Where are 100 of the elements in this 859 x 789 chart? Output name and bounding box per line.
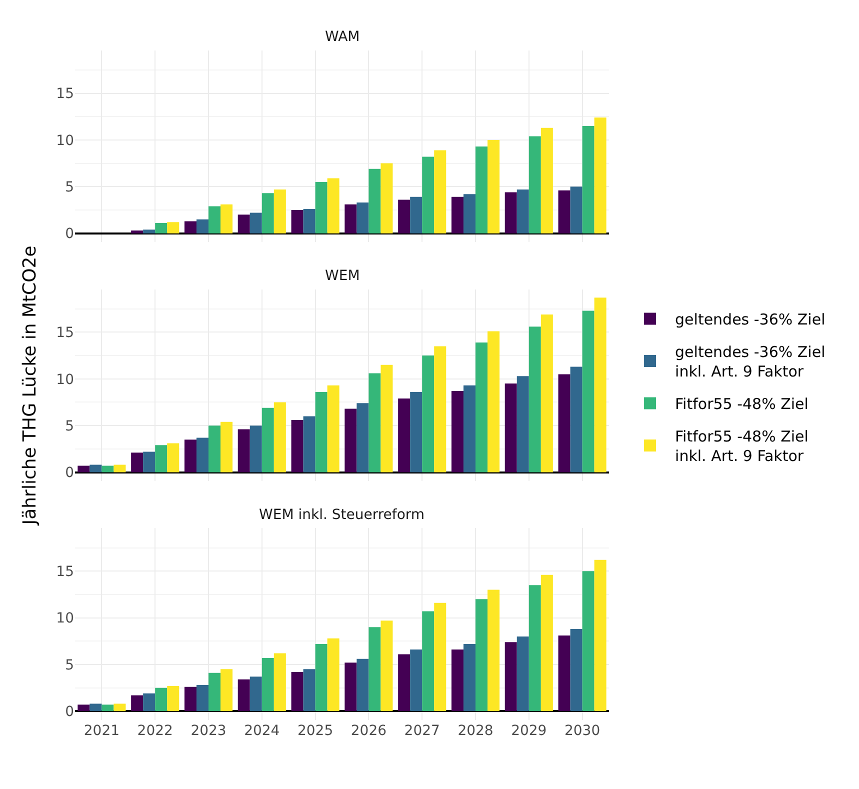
bar: [208, 206, 221, 234]
bar: [356, 202, 369, 234]
bar: [250, 676, 262, 712]
bar: [327, 385, 340, 472]
bar: [368, 373, 381, 472]
x-tick-label: 2030: [564, 723, 600, 740]
bar: [356, 403, 369, 472]
bar: [422, 356, 434, 472]
bar: [196, 219, 208, 234]
bar: [582, 310, 594, 472]
bar: [114, 704, 126, 712]
bar: [594, 118, 606, 234]
bar: [90, 704, 102, 712]
bar: [410, 196, 422, 234]
bar: [274, 189, 286, 234]
bar: [131, 695, 144, 712]
legend-label: geltendes -36% Ziel: [675, 310, 826, 329]
bar: [262, 408, 274, 472]
bar: [380, 163, 393, 234]
bar: [540, 574, 553, 712]
bar: [303, 209, 316, 234]
bar: [558, 190, 570, 234]
y-tick-label: 5: [65, 180, 74, 196]
x-tick-label: 2025: [297, 723, 334, 740]
bar: [476, 342, 488, 472]
y-tick-label: 15: [56, 325, 74, 342]
bar: [167, 222, 180, 234]
bar: [220, 204, 233, 234]
chart-title: WEM inkl. Steuerreform: [259, 507, 425, 523]
bar: [410, 392, 422, 472]
bar: [220, 422, 233, 472]
x-tick-label: 2026: [350, 723, 387, 740]
bar: [368, 168, 381, 234]
bar: [422, 611, 434, 712]
bar: [90, 464, 102, 472]
bar: [451, 391, 464, 472]
bar: [155, 688, 168, 712]
bar: [196, 438, 208, 472]
bar: [291, 672, 304, 712]
bar: [558, 636, 570, 712]
bar: [143, 693, 156, 712]
bar: [504, 192, 517, 234]
bar: [238, 214, 250, 234]
bar: [167, 443, 180, 472]
bar: [528, 585, 541, 712]
bar: [434, 150, 446, 234]
bar: [540, 314, 553, 472]
bar: [184, 686, 196, 712]
bar: [380, 364, 393, 472]
bar: [476, 599, 488, 712]
bar: [463, 644, 476, 712]
y-tick-label: 10: [56, 610, 74, 627]
bar: [582, 571, 594, 712]
bar: [356, 658, 369, 712]
bar: [291, 420, 304, 472]
bar: [558, 374, 570, 472]
bar: [262, 658, 274, 712]
bar: [463, 194, 476, 234]
bar: [344, 408, 357, 472]
bar: [463, 385, 476, 472]
bar: [516, 376, 529, 472]
x-tick-label: 2021: [84, 723, 120, 740]
bar: [78, 704, 90, 712]
y-tick-label: 15: [56, 86, 74, 102]
bar: [184, 221, 196, 234]
bar: [291, 210, 304, 234]
bar: [570, 186, 582, 234]
chart-title: WEM: [325, 268, 360, 284]
bar: [262, 193, 274, 234]
bar: [582, 126, 594, 234]
y-tick-label: 10: [56, 372, 74, 388]
bar: [250, 212, 262, 234]
bar: [208, 426, 221, 472]
bar: [327, 178, 340, 234]
bar: [344, 662, 357, 712]
y-tick-label: 5: [65, 418, 74, 434]
bar: [238, 679, 250, 712]
bar: [451, 650, 464, 712]
bar: [380, 620, 393, 712]
y-axis-title: Jährliche THG Lücke in MtCO2e: [19, 246, 40, 526]
bar: [238, 429, 250, 472]
bar: [315, 644, 328, 712]
x-tick-label: 2024: [244, 723, 280, 740]
x-tick-label: 2027: [404, 723, 440, 740]
bar: [102, 704, 114, 712]
bar: [504, 384, 517, 472]
bar: [594, 298, 606, 472]
x-tick-label: 2029: [511, 723, 547, 740]
bar: [315, 392, 328, 472]
y-tick-label: 15: [56, 564, 74, 580]
bar: [315, 182, 328, 234]
bar: [114, 464, 126, 472]
bar: [528, 326, 541, 472]
bar: [208, 672, 221, 712]
bar: [274, 653, 286, 712]
bar: [516, 636, 529, 712]
bar: [422, 156, 434, 234]
bar: [488, 140, 500, 234]
bar: [476, 146, 488, 234]
bar: [155, 445, 168, 472]
